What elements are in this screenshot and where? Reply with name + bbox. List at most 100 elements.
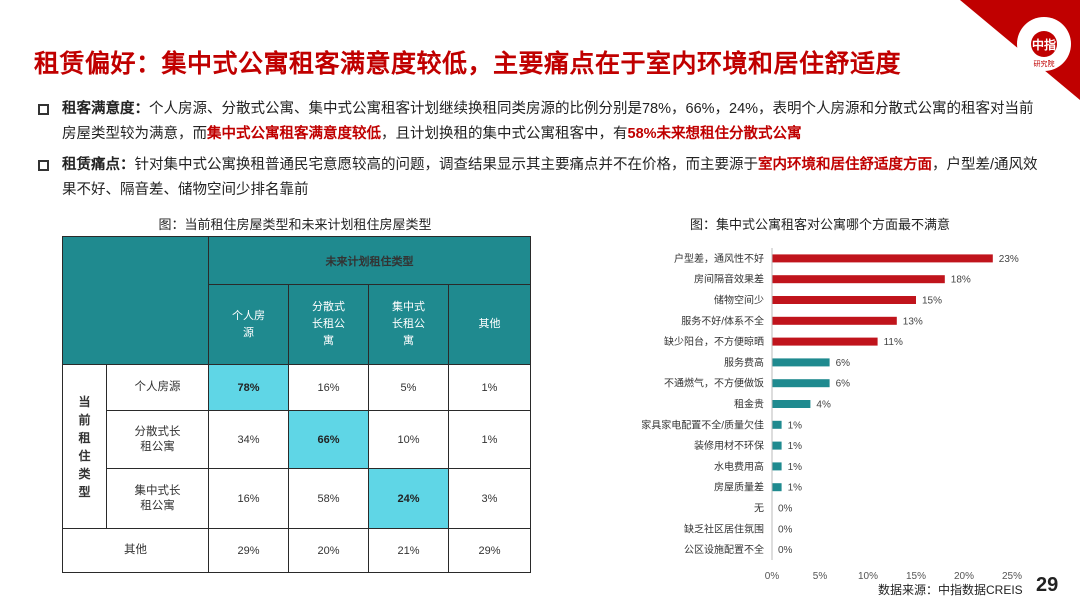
dissatisfaction-bar-chart: 户型差，通风性不好 23% 房间隔音效果差 18% 储物空间少 15% 服务不好/体系不全 1…: [641, 248, 1022, 580]
table-cell: 24%: [368, 468, 449, 529]
table-cell: 16%: [288, 364, 369, 411]
bar: [772, 254, 993, 263]
table-row: 其他 29% 20% 21% 29%: [62, 528, 531, 573]
bullet-highlight: 58%未来想租住分散式公寓: [627, 126, 802, 142]
current-type-header: 当前租住类型: [62, 364, 107, 529]
bar: [772, 379, 830, 388]
category-label: 房间隔音效果差: [694, 273, 764, 286]
data-label: 23%: [999, 254, 1019, 265]
data-label: 15%: [922, 296, 942, 307]
chart-caption: 图：集中式公寓租客对公寓哪个方面最不满意: [689, 217, 950, 232]
table-cell: 1%: [448, 410, 531, 469]
table-cell: 5%: [368, 364, 449, 411]
x-tick-label: 15%: [906, 571, 926, 580]
bullet-pain-points: 租赁痛点：针对集中式公寓换租普通民宅意愿较高的问题，调查结果显示其主要痛点并不在…: [38, 153, 1048, 203]
x-tick-label: 10%: [858, 571, 878, 580]
bullet-text: ，户型差/通风效果不好、隔音差、储物空间少排名靠前: [62, 157, 1038, 198]
column-header: 其他: [448, 284, 531, 365]
x-tick-label: 0%: [765, 571, 780, 580]
row-label: 集中式长 租公寓: [106, 468, 209, 529]
svg-text:中指: 中指: [1032, 37, 1056, 52]
table-cell: 3%: [448, 468, 531, 529]
category-label: 公区设施配置不全: [684, 543, 764, 556]
table-cell: 10%: [368, 410, 449, 469]
bullet-text: 个人房源、分散式公寓、集中式公寓租客计划继续换租同类房源的比例分别是78%，66…: [62, 101, 1034, 142]
table-cell: 1%: [448, 364, 531, 411]
bar: [772, 296, 916, 304]
table-cell: 21%: [368, 528, 449, 573]
square-bullet-icon: [38, 104, 49, 115]
future-type-header: 未来计划租住类型: [208, 236, 531, 285]
bar: [772, 358, 830, 367]
category-label: 储物空间少: [714, 294, 764, 307]
bar: [772, 483, 782, 492]
table-row: 当前租住类型个人房源 78% 16% 5% 1%: [62, 364, 531, 529]
bar: [772, 337, 878, 346]
data-label: 1%: [788, 420, 803, 431]
category-label: 服务不好/体系不全: [681, 314, 764, 327]
data-label: 1%: [788, 483, 803, 494]
data-label: 6%: [836, 358, 851, 369]
bullet-lead: 租赁痛点：: [62, 157, 135, 173]
bullet-text: 针对集中式公寓换租普通民宅意愿较高的问题，调查结果显示其主要痛点并不在价格，而主…: [134, 157, 759, 173]
bullet-highlight: 集中式公寓租客满意度较低: [207, 126, 381, 142]
svg-text:研究院: 研究院: [1034, 59, 1055, 68]
data-label: 18%: [951, 275, 971, 286]
data-label: 13%: [903, 316, 923, 327]
bar: [772, 441, 782, 450]
data-label: 0%: [778, 524, 793, 535]
table-cell: 78%: [208, 364, 289, 411]
table-cell: 16%: [208, 468, 289, 529]
bullet-lead: 租客满意度：: [62, 101, 149, 117]
data-label: 11%: [884, 337, 903, 348]
row-label: 其他: [62, 528, 209, 573]
table-row: 分散式长 租公寓 34% 66% 10% 1%: [63, 410, 531, 469]
page-number: 29: [1036, 574, 1059, 596]
category-label: 缺乏社区居住氛围: [684, 522, 764, 535]
category-label: 租金贵: [734, 398, 764, 411]
category-label: 服务费高: [724, 356, 764, 369]
category-label: 水电费用高: [714, 460, 764, 473]
table-cell: 29%: [448, 528, 531, 573]
category-label: 缺少阳台，不方便晾晒: [664, 335, 764, 348]
bullet-list: 租客满意度：个人房源、分散式公寓、集中式公寓租客计划继续换租同类房源的比例分别是…: [38, 97, 1048, 209]
table-corner-cell: [62, 236, 209, 365]
category-label: 装修用材不环保: [694, 439, 764, 452]
category-label: 家具家电配置不全/质量欠佳: [641, 418, 764, 431]
bullet-satisfaction: 租客满意度：个人房源、分散式公寓、集中式公寓租客计划继续换租同类房源的比例分别是…: [38, 97, 1048, 147]
data-label: 1%: [788, 462, 803, 473]
x-tick-label: 20%: [954, 571, 974, 580]
page-title: 租赁偏好：集中式公寓租客满意度较低，主要痛点在于室内环境和居住舒适度: [34, 50, 902, 78]
table-cell: 29%: [208, 528, 289, 573]
x-tick-label: 25%: [1002, 571, 1022, 580]
bar: [772, 420, 782, 429]
table-caption: 图：当前租住房屋类型和未来计划租住房屋类型: [158, 217, 432, 232]
corner-logo: 中指 研究院: [960, 0, 1080, 100]
table-row: 集中式长 租公寓 16% 58% 24% 3%: [63, 468, 531, 529]
housing-type-table: 未来计划租住类型 个人房源分散式 长租公寓集中式 长租公寓其他 当前租住类型个人房源…: [62, 236, 531, 573]
bar: [772, 462, 782, 471]
data-label: 4%: [816, 400, 831, 411]
square-bullet-icon: [38, 160, 49, 171]
row-label: 个人房源: [106, 364, 209, 411]
category-label: 房屋质量差: [714, 481, 764, 494]
row-label: 分散式长 租公寓: [106, 410, 209, 469]
x-tick-label: 5%: [813, 571, 828, 580]
bar: [772, 316, 897, 325]
bullet-highlight: 室内环境和居住舒适度方面: [758, 157, 932, 173]
bullet-text: ，且计划换租的集中式公寓租客中，有: [381, 126, 628, 142]
data-label: 6%: [836, 379, 851, 390]
data-source: 数据来源：中指数据CREIS: [878, 583, 1023, 597]
table-cell: 58%: [288, 468, 369, 529]
data-label: 0%: [778, 545, 793, 556]
category-label: 户型差，通风性不好: [674, 252, 764, 265]
category-label: 不通燃气，不方便做饭: [664, 377, 764, 390]
column-header: 集中式 长租公寓: [368, 284, 449, 365]
column-header: 分散式 长租公寓: [288, 284, 369, 365]
category-label: 无: [754, 504, 764, 515]
table-cell: 34%: [208, 410, 289, 469]
data-label: 0%: [778, 504, 793, 515]
column-header: 个人房源: [208, 284, 289, 365]
table-cell: 66%: [288, 410, 369, 469]
bar: [772, 275, 945, 284]
